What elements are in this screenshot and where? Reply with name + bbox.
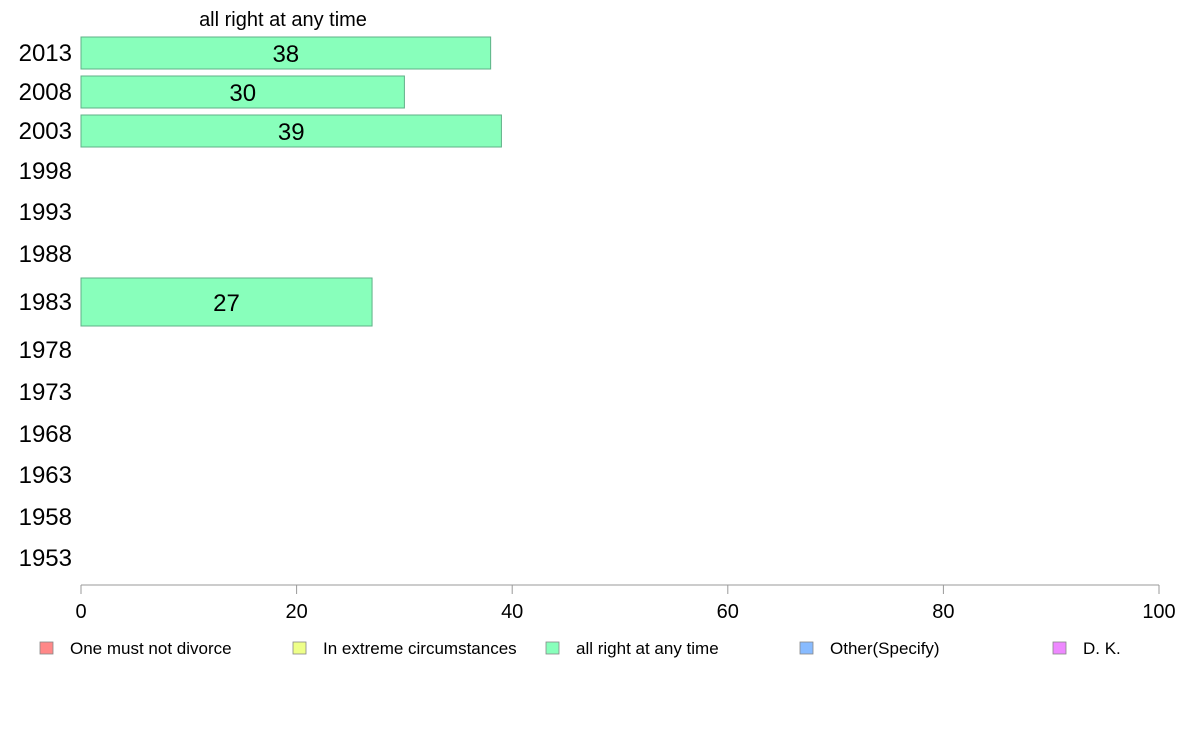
legend-swatch-4 [1052, 641, 1067, 655]
year-label-1973: 1973 [19, 379, 72, 406]
year-label-2003: 2003 [19, 118, 72, 145]
x-tick-label-20: 20 [285, 601, 307, 623]
bar-value-label-1983: 27 [213, 290, 240, 317]
legend-label-2: all right at any time [576, 639, 719, 658]
bar-2013 [80, 36, 492, 70]
x-tick-label-60: 60 [717, 601, 739, 623]
legend-label-0: One must not divorce [70, 639, 232, 658]
bar-2003 [80, 114, 502, 148]
bar-1983 [80, 277, 373, 327]
chart-title: all right at any time [199, 9, 367, 31]
x-tick-label-0: 0 [75, 601, 86, 623]
year-label-1988: 1988 [19, 241, 72, 268]
year-label-1998: 1998 [19, 158, 72, 185]
year-label-1968: 1968 [19, 421, 72, 448]
bar-2008 [80, 75, 405, 109]
legend-label-1: In extreme circumstances [323, 639, 517, 658]
bar-value-label-2003: 39 [278, 119, 305, 146]
year-label-1983: 1983 [19, 289, 72, 316]
x-tick-label-40: 40 [501, 601, 523, 623]
x-tick-label-100: 100 [1142, 601, 1175, 623]
year-label-2013: 2013 [19, 40, 72, 67]
year-label-1978: 1978 [19, 337, 72, 364]
legend-swatch-0 [39, 641, 54, 655]
legend-swatch-1 [292, 641, 307, 655]
legend-swatch-2 [545, 641, 560, 655]
year-label-1953: 1953 [19, 545, 72, 572]
legend-label-3: Other(Specify) [830, 639, 940, 658]
year-label-1963: 1963 [19, 462, 72, 489]
legend-swatch-3 [799, 641, 814, 655]
x-tick-label-80: 80 [932, 601, 954, 623]
legend-label-4: D. K. [1083, 639, 1121, 658]
year-label-1993: 1993 [19, 199, 72, 226]
year-label-1958: 1958 [19, 504, 72, 531]
year-label-2008: 2008 [19, 79, 72, 106]
bar-value-label-2008: 30 [229, 80, 256, 107]
bar-value-label-2013: 38 [272, 41, 299, 68]
